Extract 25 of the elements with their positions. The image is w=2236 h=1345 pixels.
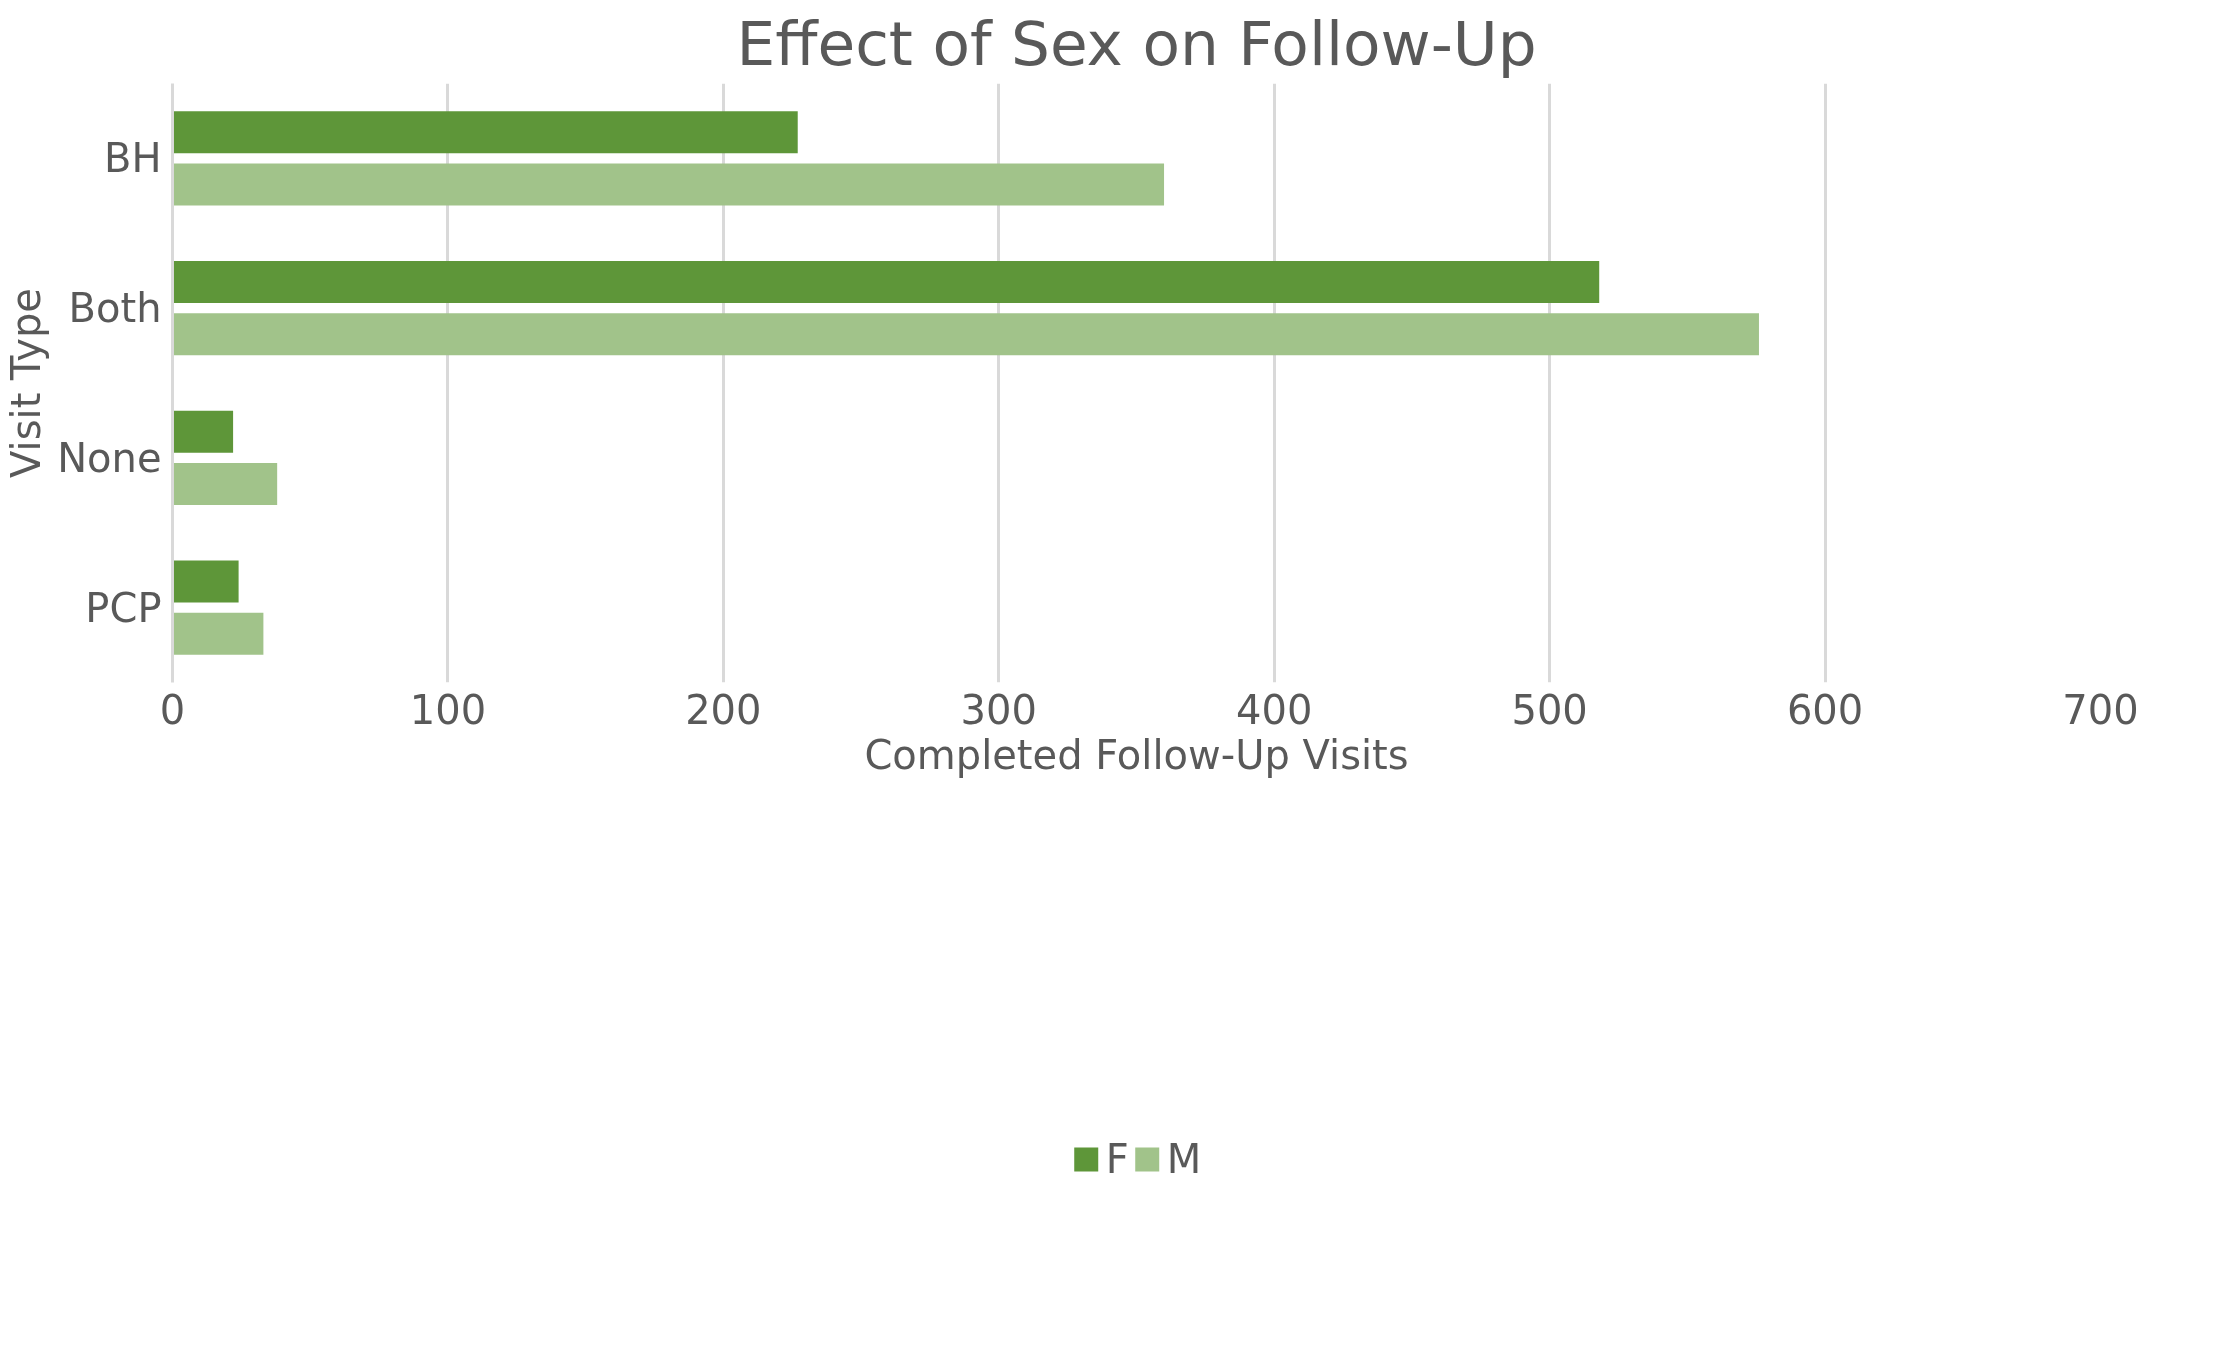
x-tick-label: 400: [1236, 686, 1313, 733]
x-tick-label: 200: [685, 686, 762, 733]
chart-title: Effect of Sex on Follow-Up: [736, 7, 1537, 79]
legend-label: M: [1166, 1135, 1202, 1182]
bar: [172, 260, 1600, 303]
x-axis-title: Completed Follow-Up Visits: [864, 731, 1409, 778]
legend-label: F: [1105, 1135, 1129, 1182]
x-tick-label: 100: [409, 686, 487, 733]
x-tick-label: 600: [1786, 686, 1864, 733]
y-tick-label: BH: [103, 135, 162, 182]
bar: [172, 560, 239, 603]
x-tick-label: 500: [1511, 686, 1588, 733]
bar: [172, 612, 264, 655]
bar: [172, 163, 1165, 206]
bar: [172, 111, 798, 154]
x-tick-label: 0: [159, 686, 186, 733]
bar: [172, 463, 278, 506]
bar: [172, 410, 234, 453]
x-tick-label: 700: [2062, 686, 2139, 733]
y-tick-label: PCP: [85, 584, 162, 631]
y-tick-label: None: [57, 434, 162, 481]
bar: [172, 313, 1759, 356]
x-tick-label: 300: [960, 686, 1037, 733]
y-tick-label: Both: [68, 285, 162, 332]
y-axis-title: Visit Type: [3, 288, 50, 478]
